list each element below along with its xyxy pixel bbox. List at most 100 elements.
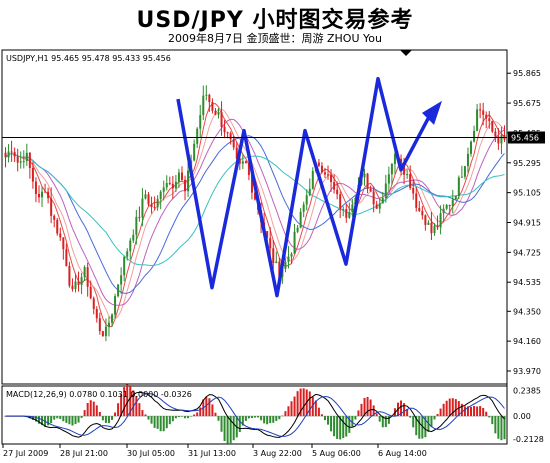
candle-body — [266, 231, 269, 239]
candle-body — [463, 166, 466, 177]
macd-histogram-bar — [421, 416, 424, 439]
macd-histogram-bar — [77, 416, 80, 423]
macd-histogram-bar — [263, 416, 266, 424]
candle-body — [421, 210, 424, 216]
macd-histogram-bar — [59, 416, 62, 419]
candle-body — [390, 163, 393, 175]
macd-histogram-bar — [348, 416, 351, 433]
candle-body — [114, 296, 117, 315]
macd-histogram-bar — [451, 398, 454, 417]
candle-body — [275, 261, 278, 264]
macd-histogram-bar — [445, 400, 448, 417]
candle-body — [369, 188, 372, 192]
candle-body — [220, 111, 223, 127]
candle-body — [74, 281, 77, 290]
macd-histogram-bar — [366, 396, 369, 417]
macd-histogram-bar — [123, 387, 126, 417]
price-tick-label: 94.915 — [513, 219, 541, 228]
candle-body — [53, 215, 56, 220]
macd-histogram-bar — [168, 416, 171, 425]
macd-histogram-bar — [357, 410, 360, 417]
candle-body — [290, 253, 293, 257]
macd-histogram-bar — [275, 416, 278, 421]
macd-histogram-bar — [320, 414, 323, 417]
time-tick-label: 6 Aug 14:00 — [378, 449, 427, 458]
macd-histogram-bar — [269, 416, 272, 424]
macd-histogram-bar — [430, 416, 433, 428]
candle-body — [287, 256, 290, 262]
ma-line-34 — [5, 153, 505, 267]
macd-histogram-bar — [290, 401, 293, 417]
macd-histogram-bar — [488, 416, 491, 418]
macd-histogram-bar — [205, 396, 208, 417]
candle-body — [406, 174, 409, 176]
macd-histogram-bar — [141, 410, 144, 417]
macd-label: MACD(12,26,9) 0.0780 0.1031 0.0000 -0.03… — [6, 390, 192, 399]
candle-body — [235, 147, 238, 159]
candle-body — [174, 181, 177, 189]
candle-body — [86, 267, 89, 287]
candle-body — [111, 314, 114, 323]
macd-histogram-bar — [491, 416, 494, 425]
macd-histogram-bar — [107, 416, 110, 424]
macd-histogram-bar — [50, 416, 53, 424]
macd-histogram-bar — [177, 416, 180, 418]
candle-body — [378, 203, 381, 209]
time-tick-label: 27 Jul 2009 — [3, 449, 48, 458]
candle-body — [101, 331, 104, 337]
candle-body — [381, 197, 384, 204]
candle-body — [348, 212, 351, 218]
macd-histogram-bar — [460, 403, 463, 417]
macd-histogram-bar — [363, 397, 366, 417]
macd-histogram-bar — [56, 416, 59, 419]
candle-body — [16, 156, 19, 163]
macd-histogram-bar — [485, 411, 488, 417]
macd-histogram-bar — [266, 416, 269, 425]
candle-body — [89, 286, 92, 299]
candle-body — [147, 194, 150, 205]
candle-body — [19, 161, 22, 163]
candle-body — [299, 211, 302, 228]
macd-histogram-bar — [278, 416, 281, 420]
time-tick-label: 30 Jul 05:00 — [127, 449, 175, 458]
macd-histogram-bar — [238, 416, 241, 433]
candle-body — [403, 165, 406, 175]
forecast-arrowhead — [422, 100, 442, 125]
macd-histogram-bar — [406, 409, 409, 417]
candle-body — [497, 136, 500, 144]
candle-body — [384, 183, 387, 198]
candle-body — [400, 158, 403, 166]
candle-body — [424, 215, 427, 225]
candle-body — [226, 132, 229, 134]
candle-body — [232, 139, 235, 148]
macd-histogram-bar — [296, 391, 299, 417]
macd-axis: 0.2385 0.00 -0.2128 — [513, 386, 544, 444]
candle-body — [473, 130, 476, 142]
macd-histogram-bar — [144, 414, 147, 417]
macd-histogram-bar — [174, 416, 177, 419]
candle-body — [83, 267, 86, 278]
macd-histogram-bar — [345, 416, 348, 437]
candle-body — [10, 151, 13, 153]
macd-histogram-bar — [384, 416, 387, 428]
candle-body — [141, 198, 144, 218]
macd-histogram-bar — [500, 416, 503, 441]
candle-body — [211, 102, 214, 111]
macd-histogram-bar — [138, 403, 141, 417]
candle-body — [31, 168, 34, 182]
macd-histogram-bar — [354, 416, 357, 420]
macd-histogram-bar — [409, 416, 412, 418]
macd-histogram-bar — [299, 388, 302, 417]
candle-body — [4, 152, 7, 158]
candle-body — [95, 308, 98, 319]
macd-histogram-bar — [293, 396, 296, 417]
macd-histogram-bar — [132, 390, 135, 417]
candle-body — [339, 194, 342, 210]
candles — [4, 85, 506, 342]
macd-tick-label: 0.2385 — [513, 386, 541, 395]
candle-body — [244, 161, 247, 164]
macd-histogram-bar — [65, 416, 68, 423]
macd-histogram-bar — [156, 416, 159, 429]
ma-line-8 — [5, 108, 505, 321]
macd-histogram-bar — [31, 416, 34, 421]
